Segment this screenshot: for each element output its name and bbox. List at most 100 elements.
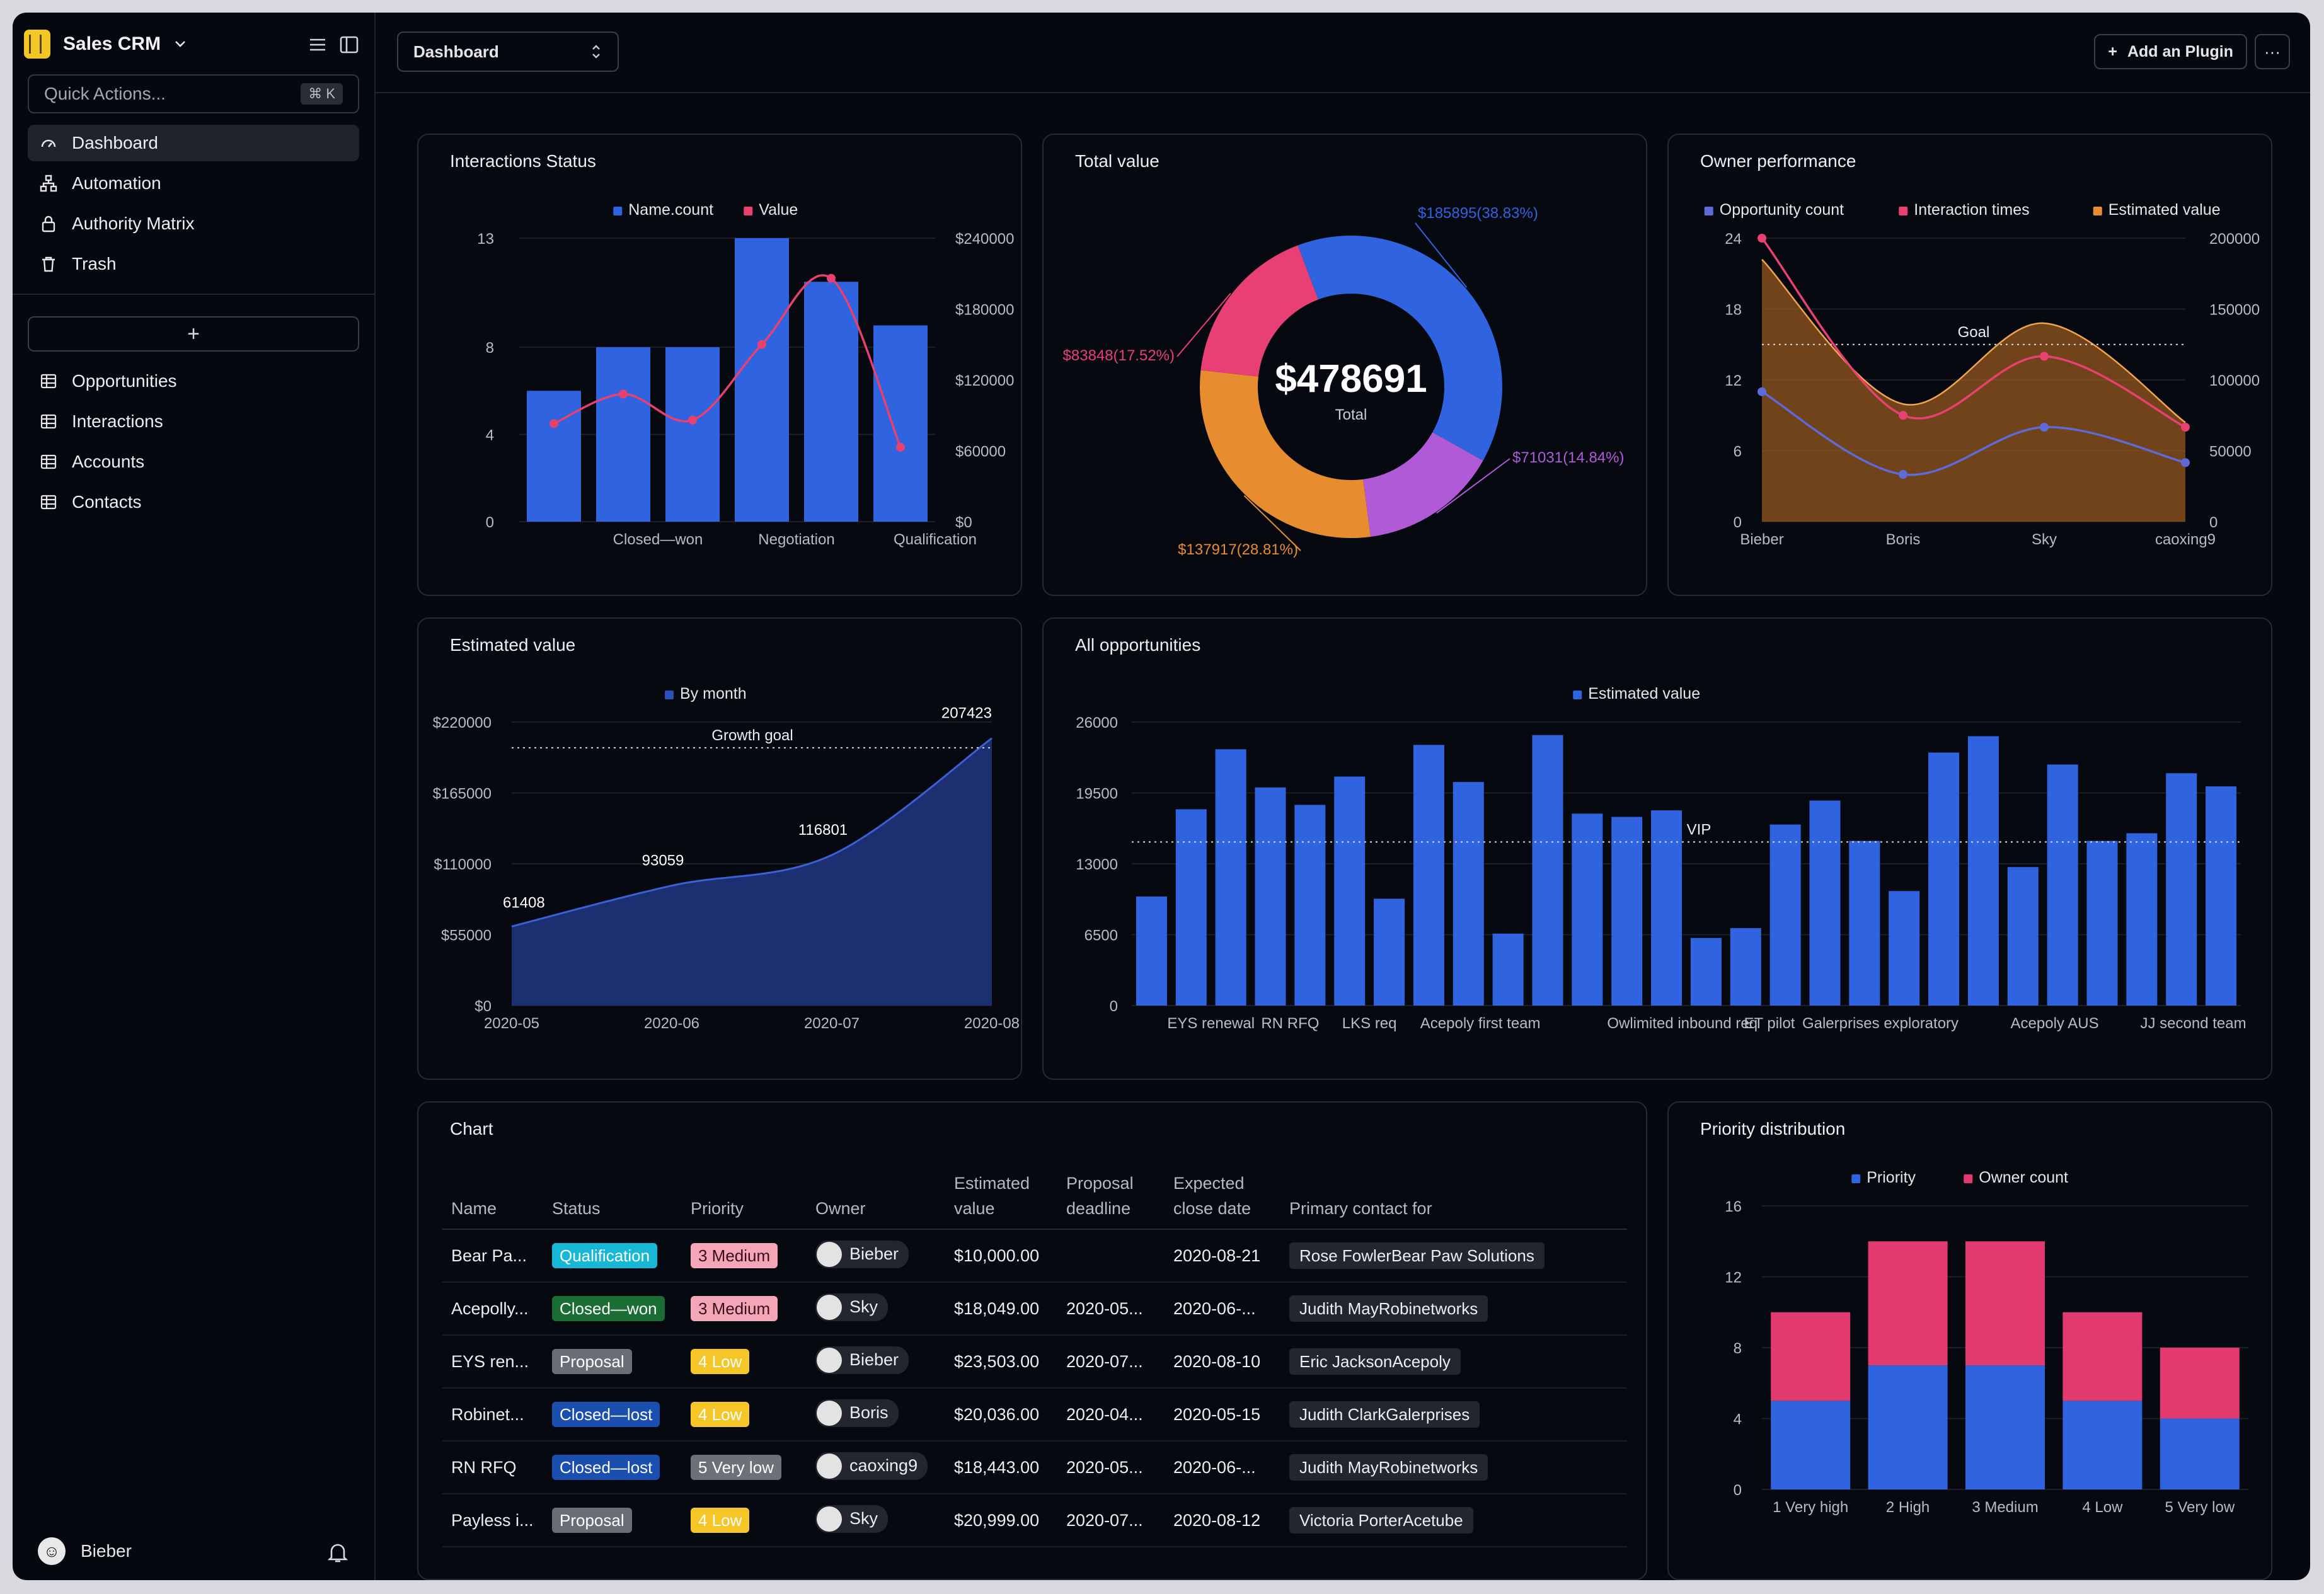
opportunity-bar: [1889, 891, 1920, 1006]
y-tick-label: 0: [1734, 514, 1742, 531]
nav-item-automation[interactable]: Automation: [28, 165, 359, 202]
table-row[interactable]: Bear Pa... Qualification 3 Medium Bieber $10…: [442, 1229, 1627, 1283]
opportunity-bar: [1572, 813, 1603, 1006]
x-tick-label: 4 Low: [2082, 1499, 2123, 1516]
y-tick-label: 8: [486, 340, 494, 357]
shortcut-badge: ⌘ K: [301, 83, 343, 105]
opportunity-bar: [1928, 752, 1960, 1006]
sidebar-toggle-icon[interactable]: [338, 34, 360, 55]
contact-chip: Judith MayRobinetworks: [1289, 1295, 1488, 1322]
donut-slice: [1297, 236, 1502, 461]
nav-item-trash[interactable]: Trash: [28, 246, 359, 282]
interaction-bar: [596, 347, 650, 522]
table-row[interactable]: Robinet... Closed—lost 4 Low Boris $20,036.0…: [442, 1388, 1627, 1442]
priority-distribution-chart: Priority Owner count 0 4 8 12 16 1 Very high 2 H…: [1725, 1169, 2248, 1516]
owner-cell: caoxing9: [807, 1441, 945, 1494]
view-select[interactable]: Dashboard: [397, 32, 619, 72]
user-profile[interactable]: ☺ Bieber: [38, 1537, 132, 1565]
close-date-cell: 2020-08-12: [1165, 1494, 1280, 1547]
contact-chip: Judith MayRobinetworks: [1289, 1454, 1488, 1481]
column-header[interactable]: Expected close date: [1165, 1163, 1280, 1230]
priority-bar: [1868, 1365, 1948, 1489]
x-tick-label: Closed—won: [613, 531, 703, 548]
column-header[interactable]: Owner: [807, 1163, 945, 1230]
legend-swatch: [744, 207, 753, 215]
name-cell: Acepolly...: [442, 1282, 543, 1336]
name-cell: Payless i...: [442, 1494, 543, 1547]
contact-cell: Victoria PorterAcetube: [1280, 1494, 1627, 1547]
close-date-cell: 2020-05-15: [1165, 1388, 1280, 1442]
opportunity-bar: [1334, 776, 1366, 1006]
contact-chip: Eric JacksonAcepoly: [1289, 1348, 1461, 1375]
slice-label: $137917(28.81%): [1178, 541, 1298, 558]
x-tick-label: JJ second team: [2141, 1015, 2246, 1032]
column-header[interactable]: Name: [442, 1163, 543, 1230]
add-table-button[interactable]: +: [28, 316, 359, 352]
point-value-label: 116801: [798, 822, 848, 839]
legend-swatch: [665, 691, 674, 699]
priority-cell: 4 Low: [682, 1335, 807, 1389]
opportunity-bar: [1809, 800, 1841, 1006]
y-tick-label: 16: [1725, 1198, 1742, 1215]
more-options-button[interactable]: ···: [2255, 34, 2290, 69]
workspace-switcher[interactable]: Sales CRM: [24, 24, 187, 64]
close-date-cell: 2020-08-21: [1165, 1229, 1280, 1283]
x-tick-label: 1 Very high: [1773, 1499, 1848, 1516]
x-tick-label: Qualification: [894, 531, 977, 548]
sidebar-item-interactions[interactable]: Interactions: [28, 403, 359, 440]
y2-tick-label: $0: [955, 514, 972, 531]
table-row[interactable]: Payless i... Proposal 4 Low Sky $20,999.00 20…: [442, 1494, 1627, 1547]
column-header[interactable]: Priority: [682, 1163, 807, 1230]
interaction-bar: [527, 391, 581, 522]
bell-icon[interactable]: [325, 1540, 350, 1565]
y2-tick-label: 0: [2209, 514, 2218, 531]
add-plugin-button[interactable]: + Add an Plugin: [2094, 34, 2247, 69]
sidebar-item-opportunities[interactable]: Opportunities: [28, 363, 359, 399]
point-value-label: 61408: [503, 894, 545, 911]
priority-bar: [1965, 1365, 2045, 1489]
x-tick-label: 2 High: [1886, 1499, 1930, 1516]
value-point: [619, 389, 628, 399]
column-header[interactable]: Estimated value: [945, 1163, 1057, 1230]
nav-item-authority-matrix[interactable]: Authority Matrix: [28, 205, 359, 242]
priority-bar: [2160, 1418, 2240, 1489]
column-header[interactable]: Status: [543, 1163, 682, 1230]
x-tick-label: Boris: [1886, 531, 1921, 548]
x-tick-label: 2020-05: [484, 1015, 539, 1032]
interactions-status-card: Interactions Status Name.count Value 0 4 8 13…: [417, 134, 1022, 596]
close-date-cell: 2020-08-10: [1165, 1335, 1280, 1389]
status-cell: Closed—lost: [543, 1441, 682, 1494]
table-row[interactable]: Acepolly... Closed—won 3 Medium Sky $18,049.…: [442, 1282, 1627, 1336]
quick-actions-search[interactable]: Quick Actions... ⌘ K: [28, 74, 359, 113]
menu-icon[interactable]: [306, 34, 329, 55]
opportunity-bar: [1175, 809, 1207, 1006]
opportunity-bar: [1730, 928, 1761, 1006]
opportunity-bar: [1769, 824, 1801, 1006]
sidebar-item-label: Interactions: [72, 411, 163, 431]
opportunity-bar: [2086, 840, 2118, 1006]
table-row[interactable]: RN RFQ Closed—lost 5 Very low caoxing9 $18,4…: [442, 1441, 1627, 1494]
y-tick-label: 12: [1725, 1270, 1742, 1287]
nav-item-dashboard[interactable]: Dashboard: [28, 125, 359, 161]
column-header[interactable]: Proposal deadline: [1057, 1163, 1165, 1230]
opportunities-table-card: Chart Name Status Priority Owner Estimated v…: [417, 1101, 1647, 1580]
deadline-cell: 2020-05...: [1057, 1441, 1165, 1494]
y-tick-label: 26000: [1076, 714, 1118, 731]
y2-tick-label: 150000: [2209, 302, 2260, 319]
contact-cell: Judith ClarkGalerprises: [1280, 1388, 1627, 1442]
value-cell: $23,503.00: [945, 1335, 1057, 1389]
estimated-area: [512, 738, 992, 1006]
nav-item-label: Automation: [72, 173, 161, 193]
interaction-bar: [804, 282, 858, 522]
interaction-times-point: [2181, 423, 2190, 432]
sidebar-item-accounts[interactable]: Accounts: [28, 444, 359, 480]
estimated-value-line: [1761, 258, 2186, 423]
column-header[interactable]: Primary contact for: [1280, 1163, 1627, 1230]
priority-bar: [1771, 1401, 1851, 1489]
status-badge: Closed—lost: [552, 1402, 660, 1427]
donut-total-label: Total: [1335, 406, 1367, 423]
sidebar-item-contacts[interactable]: Contacts: [28, 484, 359, 520]
avatar: [817, 1241, 842, 1267]
value-point: [549, 419, 558, 428]
table-row[interactable]: EYS ren... Proposal 4 Low Bieber $23,503.00 2…: [442, 1335, 1627, 1389]
